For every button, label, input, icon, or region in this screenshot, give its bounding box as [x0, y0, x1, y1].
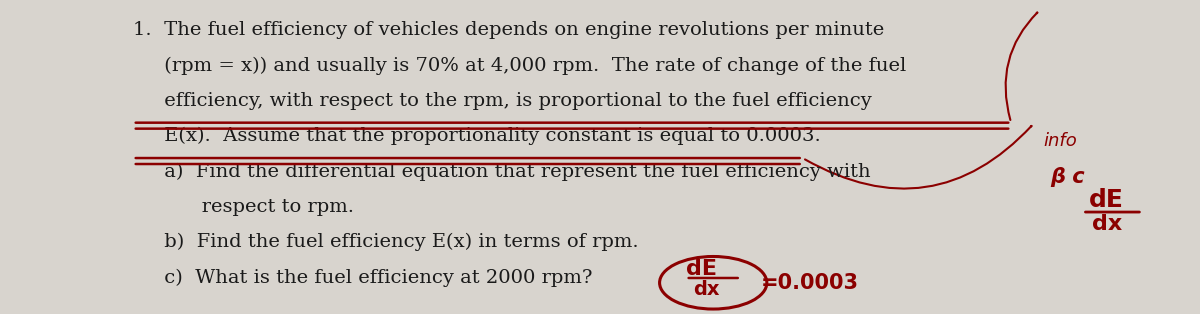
FancyArrowPatch shape	[1006, 13, 1037, 120]
Text: efficiency, with respect to the rpm, is proportional to the fuel efficiency: efficiency, with respect to the rpm, is …	[133, 92, 871, 110]
Text: c)  What is the fuel efficiency at 2000 rpm?: c) What is the fuel efficiency at 2000 r…	[133, 268, 593, 287]
Text: dE: dE	[685, 259, 716, 279]
FancyArrowPatch shape	[805, 126, 1032, 189]
Text: b)  Find the fuel efficiency E(x) in terms of rpm.: b) Find the fuel efficiency E(x) in term…	[133, 233, 638, 251]
Text: (rpm = x)) and usually is 70% at 4,000 rpm.  The rate of change of the fuel: (rpm = x)) and usually is 70% at 4,000 r…	[133, 56, 906, 74]
Text: 1.  The fuel efficiency of vehicles depends on engine revolutions per minute: 1. The fuel efficiency of vehicles depen…	[133, 21, 884, 39]
Text: E(x).  Assume that the proportionality constant is equal to 0.0003.: E(x). Assume that the proportionality co…	[133, 127, 821, 145]
Text: β c: β c	[1050, 167, 1085, 187]
Text: dx: dx	[692, 280, 720, 299]
Text: respect to rpm.: respect to rpm.	[133, 198, 354, 216]
Text: dE: dE	[1088, 188, 1123, 212]
Text: dx: dx	[1092, 214, 1122, 235]
Text: info: info	[1043, 132, 1078, 150]
Text: a)  Find the differential equation that represent the fuel efficiency with: a) Find the differential equation that r…	[133, 162, 870, 181]
Text: =0.0003: =0.0003	[761, 273, 859, 293]
